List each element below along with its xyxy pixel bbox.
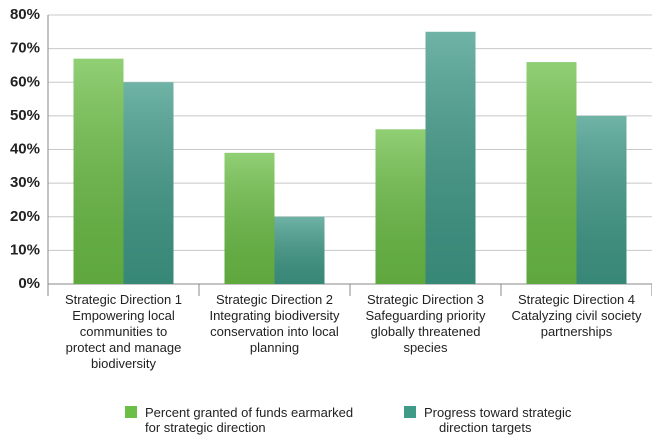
bar bbox=[526, 62, 577, 285]
bar bbox=[274, 216, 325, 284]
x-tick-label: Strategic Direction 4 Catalyzing civil so… bbox=[511, 292, 642, 339]
y-tick-label: 10% bbox=[10, 241, 40, 258]
x-tick-label: Strategic Direction 1 Empowering local com… bbox=[65, 292, 182, 371]
x-tick-label: Strategic Direction 2 Integrating biodive… bbox=[209, 292, 340, 355]
x-tick-label: Strategic Direction 3 Safeguarding priori… bbox=[366, 292, 486, 355]
bar bbox=[224, 152, 275, 284]
bar bbox=[576, 115, 627, 284]
bar bbox=[425, 31, 476, 284]
y-tick-label: 0% bbox=[18, 275, 40, 292]
legend-swatch bbox=[125, 406, 137, 418]
legend-label: Percent granted of funds earmarked for st… bbox=[145, 405, 353, 435]
y-tick-label: 70% bbox=[10, 40, 40, 57]
y-tick-label: 40% bbox=[10, 140, 40, 157]
y-tick-label: 80% bbox=[10, 6, 40, 23]
y-tick-label: 30% bbox=[10, 174, 40, 191]
legend-swatch bbox=[404, 406, 416, 418]
y-tick-label: 50% bbox=[10, 107, 40, 124]
bar bbox=[73, 58, 124, 285]
legend-label: Progress toward strategic direction targe… bbox=[424, 405, 572, 435]
bar bbox=[375, 129, 426, 284]
y-tick-label: 60% bbox=[10, 73, 40, 90]
bar bbox=[123, 82, 174, 284]
y-tick-label: 20% bbox=[10, 208, 40, 225]
